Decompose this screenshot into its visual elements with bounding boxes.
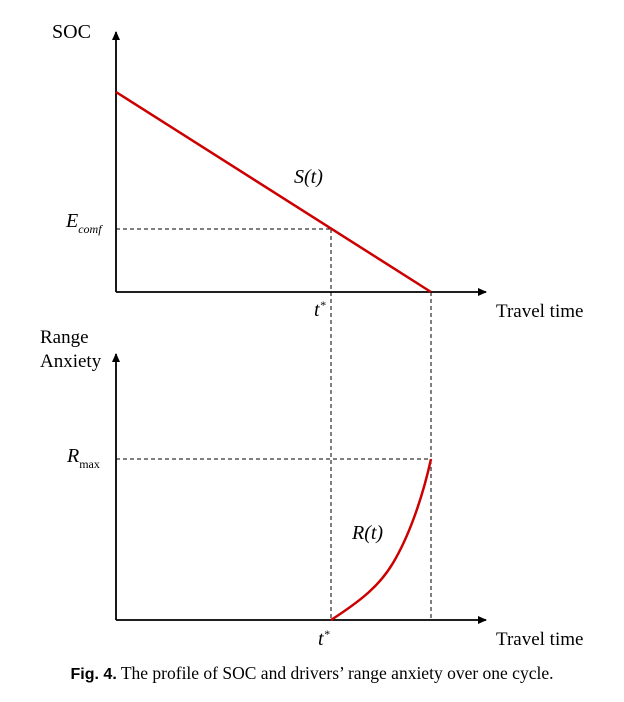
range-anxiety-label-line2: Anxiety bbox=[40, 351, 102, 372]
top-x-axis-label: Travel time bbox=[496, 301, 584, 322]
comfort-level-main: E bbox=[66, 210, 79, 232]
bottom-t-star-sup: * bbox=[323, 627, 330, 641]
diagram-svg bbox=[112, 31, 487, 624]
range-anxiety-curve bbox=[330, 458, 433, 622]
caption-text: The profile of SOC and drivers’ range an… bbox=[120, 663, 554, 683]
r-max-label: Rmax bbox=[67, 445, 100, 470]
soc-curve bbox=[115, 90, 432, 294]
caption-prefix: Fig. 4. bbox=[70, 666, 117, 683]
top-t-star-main: t bbox=[314, 299, 320, 321]
top-t-star-sup: * bbox=[319, 298, 326, 312]
bottom-t-star-label: t* bbox=[318, 627, 330, 650]
soc-axis-label: SOC bbox=[52, 21, 91, 43]
comfort-level-label: Ecomf bbox=[66, 210, 102, 235]
soc-curve-label: S(t) bbox=[294, 166, 323, 188]
r-max-main: R bbox=[67, 445, 80, 467]
bottom-x-axis-label: Travel time bbox=[496, 629, 584, 650]
top-t-star-label: t* bbox=[314, 298, 326, 321]
r-max-sub: max bbox=[79, 457, 100, 471]
bottom-t-star-main: t bbox=[318, 628, 324, 650]
comfort-level-sub: comf bbox=[78, 222, 102, 236]
range-anxiety-label-line1: Range bbox=[40, 327, 89, 348]
figure-caption: Fig. 4. The profile of SOC and drivers’ … bbox=[0, 663, 624, 684]
range-anxiety-curve-label: R(t) bbox=[352, 522, 384, 544]
